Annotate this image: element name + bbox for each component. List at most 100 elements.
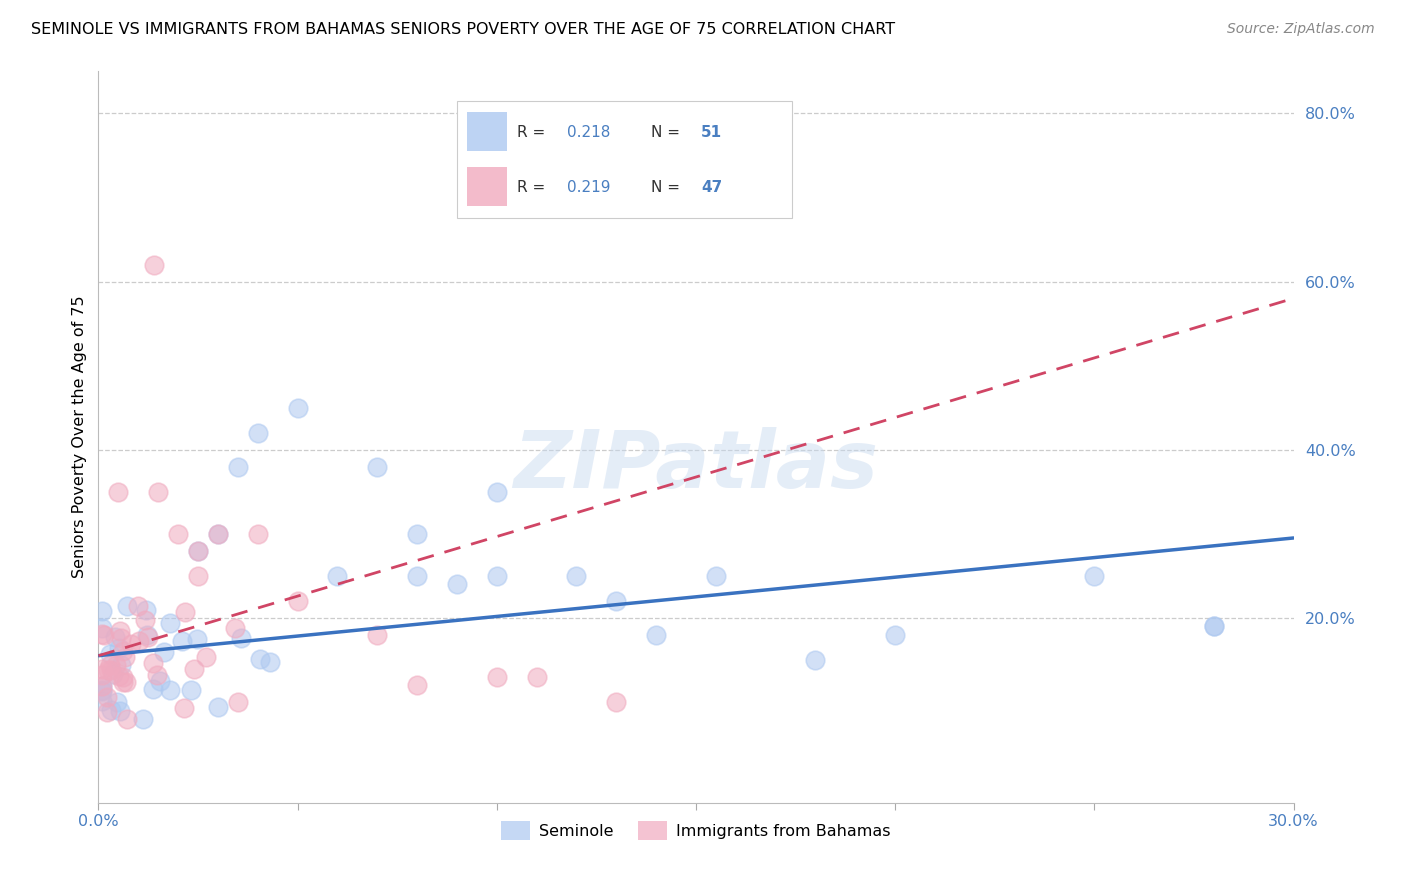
Point bbox=[112, 644, 135, 658]
Point bbox=[804, 653, 827, 667]
Point bbox=[120, 637, 142, 651]
Point bbox=[366, 627, 388, 641]
Point bbox=[132, 712, 155, 726]
Point bbox=[366, 459, 388, 474]
Point bbox=[91, 621, 114, 635]
Point bbox=[98, 658, 121, 673]
Point bbox=[108, 704, 131, 718]
Point bbox=[229, 631, 252, 645]
Point bbox=[153, 645, 176, 659]
Point bbox=[187, 543, 209, 558]
Point bbox=[134, 613, 156, 627]
Point bbox=[100, 663, 122, 677]
Point bbox=[105, 696, 128, 710]
Point bbox=[127, 599, 149, 614]
Point bbox=[108, 624, 131, 639]
Point bbox=[114, 650, 136, 665]
Point bbox=[115, 674, 138, 689]
Point bbox=[142, 656, 165, 670]
Point bbox=[246, 425, 269, 440]
Text: Source: ZipAtlas.com: Source: ZipAtlas.com bbox=[1227, 22, 1375, 37]
Point bbox=[180, 682, 202, 697]
Point bbox=[485, 569, 508, 583]
Point bbox=[287, 401, 309, 415]
Point bbox=[605, 594, 627, 608]
Point bbox=[170, 634, 193, 648]
Point bbox=[249, 652, 271, 666]
Point bbox=[246, 526, 269, 541]
Point bbox=[207, 526, 229, 541]
Point bbox=[135, 603, 157, 617]
Point bbox=[287, 594, 309, 608]
Point bbox=[91, 627, 114, 641]
Point bbox=[97, 663, 120, 677]
Point bbox=[194, 650, 217, 665]
Point bbox=[259, 655, 281, 669]
Point bbox=[884, 627, 907, 641]
Point bbox=[128, 634, 150, 648]
Point bbox=[96, 706, 118, 720]
Point bbox=[91, 661, 114, 675]
Point bbox=[1083, 569, 1105, 583]
Point bbox=[207, 700, 229, 714]
Point bbox=[326, 569, 349, 583]
Point bbox=[101, 667, 124, 681]
Point bbox=[107, 484, 129, 499]
Legend: Seminole, Immigrants from Bahamas: Seminole, Immigrants from Bahamas bbox=[495, 814, 897, 846]
Point bbox=[226, 695, 249, 709]
Point bbox=[136, 630, 159, 644]
Point bbox=[91, 679, 114, 693]
Point bbox=[173, 701, 195, 715]
Point bbox=[146, 668, 169, 682]
Point bbox=[96, 690, 118, 705]
Point bbox=[446, 577, 468, 591]
Point bbox=[110, 657, 132, 672]
Point bbox=[406, 526, 429, 541]
Point bbox=[226, 459, 249, 474]
Point bbox=[108, 668, 131, 682]
Point bbox=[159, 615, 181, 630]
Text: SEMINOLE VS IMMIGRANTS FROM BAHAMAS SENIORS POVERTY OVER THE AGE OF 75 CORRELATI: SEMINOLE VS IMMIGRANTS FROM BAHAMAS SENI… bbox=[31, 22, 896, 37]
Point bbox=[91, 683, 114, 698]
Point bbox=[143, 258, 166, 272]
Point bbox=[173, 605, 195, 619]
Point bbox=[93, 628, 115, 642]
Point bbox=[485, 670, 508, 684]
Point bbox=[224, 621, 246, 635]
Point bbox=[1202, 619, 1225, 633]
Point bbox=[91, 694, 114, 708]
Point bbox=[186, 632, 208, 646]
Point bbox=[98, 647, 121, 661]
Point bbox=[148, 484, 170, 499]
Point bbox=[187, 543, 209, 558]
Point bbox=[100, 703, 122, 717]
Point bbox=[110, 632, 132, 646]
Point bbox=[91, 668, 114, 682]
Point bbox=[645, 627, 668, 641]
Point bbox=[704, 569, 727, 583]
Point bbox=[406, 678, 429, 692]
Point bbox=[136, 628, 159, 642]
Point bbox=[149, 673, 172, 688]
Point bbox=[605, 695, 627, 709]
Point bbox=[565, 569, 588, 583]
Point bbox=[91, 604, 114, 618]
Point bbox=[526, 670, 548, 684]
Point bbox=[406, 569, 429, 583]
Point bbox=[167, 526, 190, 541]
Point bbox=[111, 675, 134, 690]
Point bbox=[91, 679, 114, 693]
Point bbox=[112, 670, 135, 684]
Y-axis label: Seniors Poverty Over the Age of 75: Seniors Poverty Over the Age of 75 bbox=[72, 296, 87, 578]
Point bbox=[159, 682, 181, 697]
Point bbox=[187, 569, 209, 583]
Point bbox=[91, 682, 114, 697]
Point bbox=[1202, 619, 1225, 633]
Point bbox=[485, 484, 508, 499]
Text: ZIPatlas: ZIPatlas bbox=[513, 427, 879, 506]
Point bbox=[104, 630, 127, 644]
Point bbox=[207, 526, 229, 541]
Point bbox=[117, 599, 139, 614]
Point bbox=[142, 681, 165, 696]
Point bbox=[104, 657, 127, 672]
